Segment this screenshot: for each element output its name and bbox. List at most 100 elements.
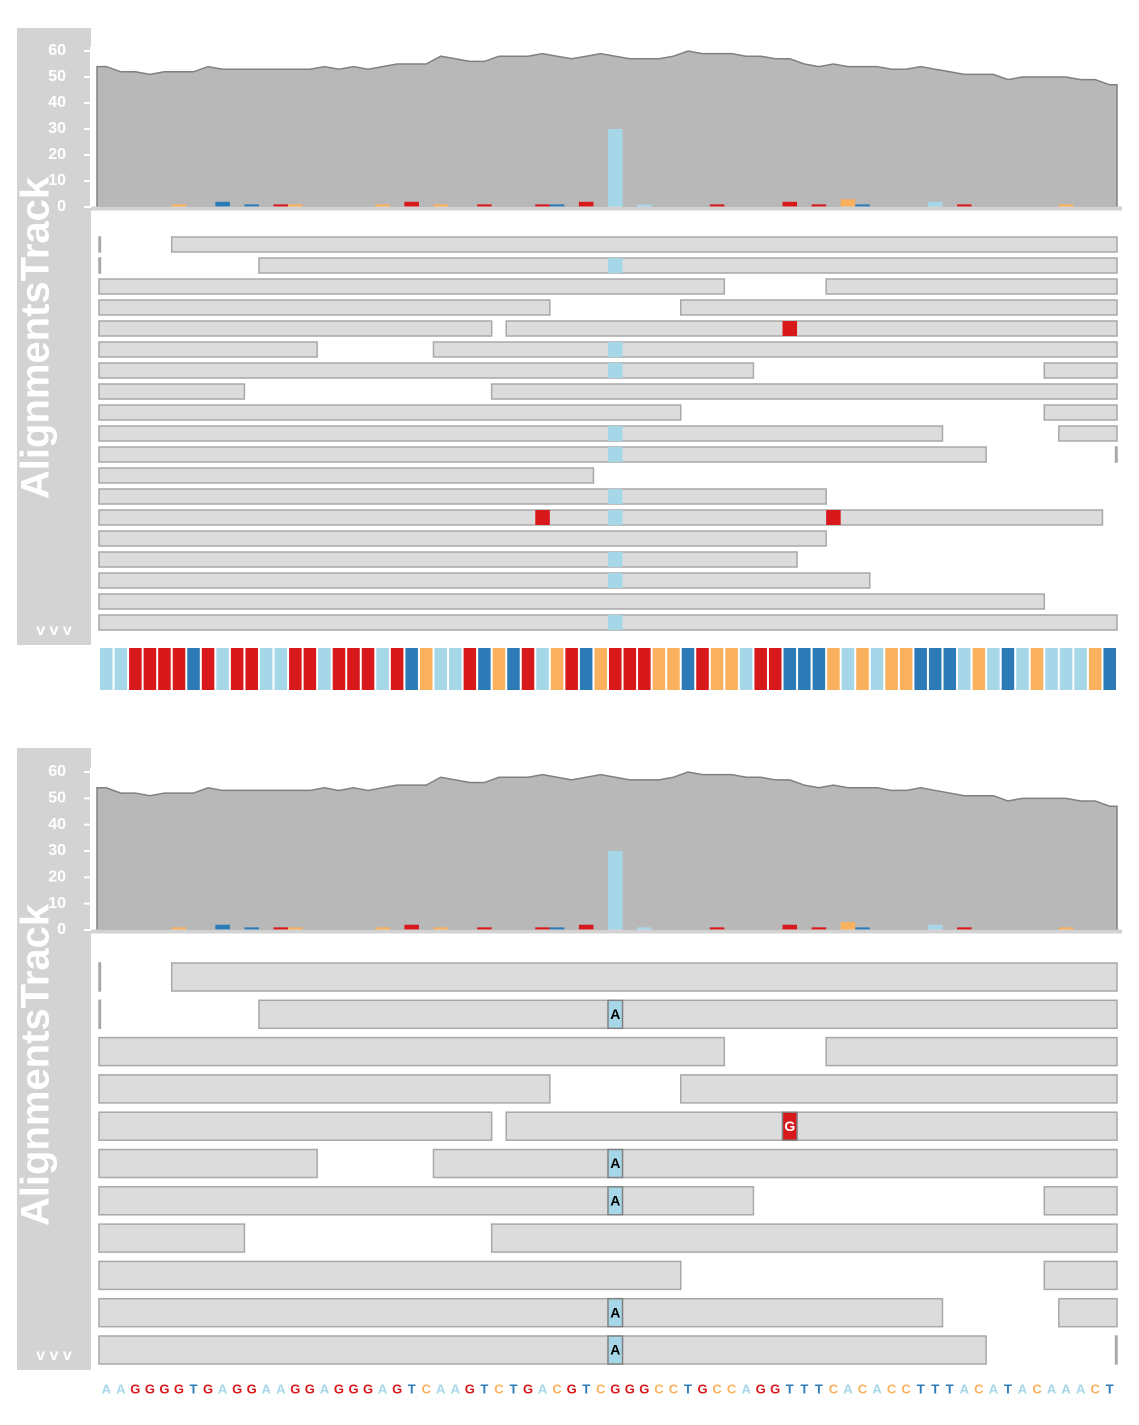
read-mismatch-base: A (610, 1155, 620, 1171)
sequence-base-block (1030, 648, 1044, 690)
sequence-base: G (523, 1381, 533, 1396)
sequence-base-block (1074, 648, 1087, 690)
overflow-indicator: v v v (36, 1347, 72, 1364)
mismatch-bar (375, 204, 390, 207)
sequence-base-block (856, 648, 869, 690)
read (1043, 1260, 1118, 1291)
sequence-base: G (203, 1381, 213, 1396)
mismatch-bar (840, 199, 856, 207)
sequence-base: C (887, 1381, 897, 1396)
sequence-base: T (786, 1381, 794, 1396)
track-panel: AlignmentsTrack v v v 0 10 20 30 40 50 60 (14, 28, 1122, 690)
mismatch-bar (811, 927, 827, 930)
sequence-base-block (434, 648, 448, 690)
sequence-base: A (1076, 1381, 1086, 1396)
read (98, 1297, 944, 1328)
sequence-base: C (858, 1381, 868, 1396)
sequence-base: A (960, 1381, 970, 1396)
sequence-base-block (550, 648, 564, 690)
sequence-base: G (625, 1381, 635, 1396)
read (98, 999, 102, 1030)
read (98, 572, 871, 589)
sequence-base-block (783, 648, 797, 690)
mismatch-bar (404, 201, 419, 207)
y-tick-label: 10 (48, 895, 66, 912)
mismatch-bar (244, 204, 259, 207)
mismatch-bar (288, 927, 303, 930)
sequence-base: A (320, 1381, 330, 1396)
mismatch-bar (1058, 204, 1074, 207)
sequence-base: G (348, 1381, 358, 1396)
y-tick-label: 0 (57, 198, 66, 215)
sequence-base-block (710, 648, 724, 690)
read-mismatch (608, 510, 623, 525)
sequence-base: C (654, 1381, 664, 1396)
mismatch-bar (171, 204, 187, 207)
y-tick-label: 20 (48, 146, 66, 163)
sequence-base: G (363, 1381, 373, 1396)
read-mismatch (781, 1111, 798, 1141)
sequence-base: G (290, 1381, 300, 1396)
sequence-base: A (276, 1381, 286, 1396)
read-mismatch-base: A (610, 1342, 620, 1358)
sequence-base-block (1103, 648, 1116, 690)
sequence-base-block (754, 648, 767, 690)
sequence-base: A (102, 1381, 112, 1396)
sequence-base: A (218, 1381, 228, 1396)
sequence-base-block (289, 648, 302, 690)
read-mismatch (608, 615, 623, 630)
sequence-base: A (872, 1381, 882, 1396)
sequence-base-block (536, 648, 549, 690)
mismatch-bar (709, 204, 725, 207)
mismatch-bar (782, 924, 798, 930)
mismatch-bar (535, 927, 550, 930)
mismatch-bar (927, 924, 943, 930)
mismatch-bar (637, 927, 652, 930)
sequence-base-block (449, 648, 462, 690)
read (98, 509, 1104, 526)
read (98, 236, 102, 253)
sequence-base: G (232, 1381, 242, 1396)
read (1058, 425, 1118, 442)
read (98, 1260, 682, 1291)
sequence-base: A (378, 1381, 388, 1396)
sequence-base-block (274, 648, 288, 690)
sequence-base-block (841, 648, 855, 690)
sequence-base-block (361, 648, 375, 690)
read (98, 1111, 493, 1141)
sequence-base-block (768, 648, 782, 690)
sequence-base: G (130, 1381, 140, 1396)
sequence-base: T (946, 1381, 954, 1396)
sequence-base: C (727, 1381, 737, 1396)
y-tick-label: 50 (48, 790, 66, 807)
sequence-base-block (798, 648, 811, 690)
sequence-base-block (1001, 648, 1015, 690)
sequence-base: C (552, 1381, 562, 1396)
mismatch-bar (215, 924, 230, 930)
sequence-base-block (725, 648, 738, 690)
read (679, 1074, 1118, 1104)
sequence-base: G (159, 1381, 169, 1396)
mismatch-bar (608, 129, 623, 207)
y-tick-label: 40 (48, 94, 66, 111)
read (1058, 1297, 1118, 1328)
read (98, 962, 102, 992)
sequence-base-block (885, 648, 898, 690)
read (1114, 1335, 1118, 1365)
read (1114, 446, 1118, 463)
read (98, 551, 798, 568)
sequence-base-block (492, 648, 506, 690)
read (98, 425, 944, 442)
y-tick-label: 50 (48, 68, 66, 85)
read (258, 257, 1118, 274)
mismatch-bar (549, 204, 565, 207)
y-tick-label: 30 (48, 120, 66, 137)
sequence-base-block (216, 648, 229, 690)
sequence-base-block (100, 648, 113, 690)
sequence-base-block (172, 648, 186, 690)
sequence-base-block (347, 648, 360, 690)
mismatch-bar (404, 924, 419, 930)
sequence-base: A (451, 1381, 461, 1396)
